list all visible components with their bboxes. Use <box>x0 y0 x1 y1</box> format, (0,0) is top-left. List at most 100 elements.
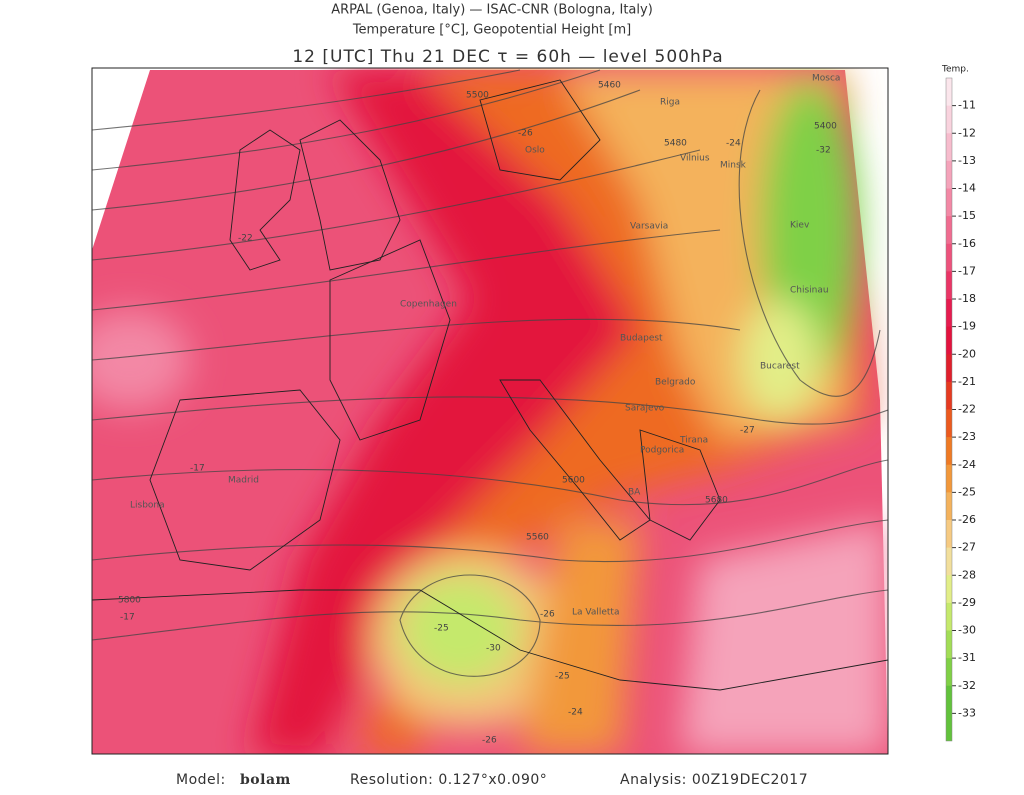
contour-label: 5500 <box>466 91 489 101</box>
contour-label: 5480 <box>664 139 687 149</box>
colorbar-swatch <box>946 602 952 631</box>
colorbar-label: -20 <box>958 347 976 360</box>
colorbar-swatch <box>946 492 952 521</box>
colorbar-swatch <box>946 409 952 438</box>
city-label: Madrid <box>228 476 259 486</box>
colorbar-label: -13 <box>958 154 976 167</box>
contour-label: -24 <box>726 139 741 149</box>
colorbar-swatch <box>946 354 952 383</box>
city-label: Copenhagen <box>400 300 457 310</box>
colorbar-swatch <box>946 160 952 189</box>
colorbar-label: -17 <box>958 264 976 277</box>
colorbar-swatch <box>946 464 952 493</box>
header-line: Temperature [°C], Geopotential Height [m… <box>352 23 631 38</box>
colorbar-swatch <box>946 216 952 245</box>
city-label: Vilnius <box>680 154 710 164</box>
colorbar-swatch <box>946 105 952 134</box>
colorbar-label: -19 <box>958 320 976 333</box>
colorbar-label: -18 <box>958 292 976 305</box>
contour-label: -17 <box>190 464 205 474</box>
contour-label: -26 <box>518 129 533 139</box>
city-label: Bucarest <box>760 362 800 372</box>
contour-label: 5800 <box>118 596 141 606</box>
contour-label: -26 <box>482 736 497 746</box>
footer-model: bolam <box>240 772 291 788</box>
city-label: Tirana <box>679 436 708 446</box>
footer-resolution: Resolution: 0.127°x0.090° <box>350 772 547 788</box>
colorbar-swatch <box>946 381 952 410</box>
contour-label: 5680 <box>705 496 728 506</box>
colorbar-label: -31 <box>958 651 976 664</box>
colorbar-swatch <box>946 575 952 604</box>
city-label: Budapest <box>620 334 663 344</box>
city-label: Sarajevo <box>625 404 665 414</box>
contour-label: 5600 <box>562 476 585 486</box>
city-label: Minsk <box>720 161 747 171</box>
colorbar-swatch <box>946 326 952 355</box>
colorbar-label: -32 <box>958 679 976 692</box>
colorbar-label: -21 <box>958 375 976 388</box>
header-title: 12 [UTC] Thu 21 DEC τ = 60h — level 500h… <box>292 47 723 67</box>
contour-label: -22 <box>238 234 253 244</box>
colorbar-swatch <box>946 133 952 162</box>
contour-label: -24 <box>568 708 583 718</box>
colorbar-swatch <box>946 437 952 466</box>
header-line: ARPAL (Genoa, Italy) — ISAC-CNR (Bologna… <box>331 3 653 18</box>
footer-label: Model: <box>176 772 226 788</box>
colorbar-swatch <box>946 713 952 741</box>
colorbar-label: -33 <box>958 706 976 719</box>
city-label: Chisinau <box>790 286 829 296</box>
colorbar-label: -29 <box>958 596 976 609</box>
city-label: Kiev <box>790 221 810 231</box>
contour-label: -17 <box>120 613 135 623</box>
map-frame <box>91 67 889 755</box>
contour-label: -25 <box>555 672 570 682</box>
colorbar-label: -28 <box>958 568 976 581</box>
contour-label: -26 <box>540 610 555 620</box>
colorbar-swatch <box>946 658 952 687</box>
contour-label: -32 <box>816 146 831 156</box>
contour-label: -27 <box>740 426 755 436</box>
colorbar-swatch <box>946 547 952 576</box>
city-label: Oslo <box>525 146 545 156</box>
colorbar-swatch <box>946 188 952 217</box>
colorbar-swatch <box>946 520 952 549</box>
colorbar-label: -24 <box>958 458 976 471</box>
colorbar-label: -26 <box>958 513 976 526</box>
colorbar-swatch <box>946 685 952 714</box>
colorbar-swatch <box>946 630 952 659</box>
colorbar-label: -30 <box>958 624 976 637</box>
colorbar-label: -14 <box>958 182 976 195</box>
city-label: Riga <box>660 98 680 108</box>
colorbar-frame <box>945 77 953 742</box>
colorbar-label: -15 <box>958 209 976 222</box>
colorbar-label: -25 <box>958 485 976 498</box>
colorbar-label: -12 <box>958 126 976 139</box>
city-label: Belgrado <box>655 378 696 388</box>
colorbar-label: -16 <box>958 237 976 250</box>
colorbar-label: -22 <box>958 403 976 416</box>
city-label: BA <box>628 488 641 498</box>
colorbar: Temp. -11 -12 -13 -14 -15 -16 -17 -18 -19 -20 -21 -… <box>941 65 976 742</box>
footer-analysis: Analysis: 00Z19DEC2017 <box>620 772 808 788</box>
contour-label: -30 <box>486 644 501 654</box>
city-label: La Valletta <box>572 608 619 618</box>
colorbar-label: -27 <box>958 541 976 554</box>
city-label: Lisbona <box>130 501 165 511</box>
colorbar-title: Temp. <box>941 65 969 75</box>
city-label: Mosca <box>812 74 840 84</box>
colorbar-label: -23 <box>958 430 976 443</box>
map: Mosca Riga Vilnius Minsk Varsavia Kiev C… <box>92 68 888 754</box>
city-label: Varsavia <box>630 222 668 232</box>
contour-label: -25 <box>434 624 449 634</box>
colorbar-swatch <box>946 299 952 328</box>
contour-label: 5560 <box>526 533 549 543</box>
city-label: Podgorica <box>640 446 684 456</box>
colorbar-swatch <box>946 243 952 272</box>
contour-label: 5400 <box>814 122 837 132</box>
colorbar-swatch <box>946 78 952 107</box>
contour-label: 5460 <box>598 81 621 91</box>
colorbar-swatch <box>946 271 952 300</box>
colorbar-label: -11 <box>958 99 976 112</box>
